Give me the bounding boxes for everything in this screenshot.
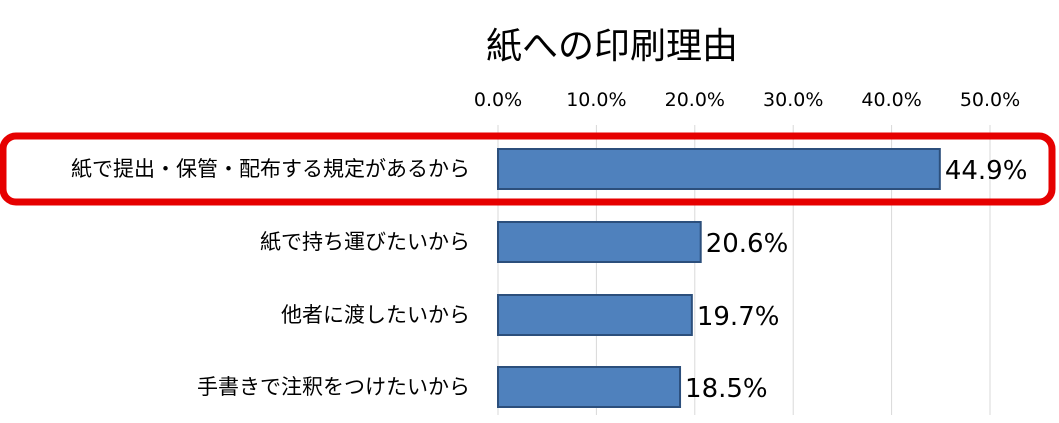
- category-label: 紙で持ち運びたいから: [260, 230, 470, 254]
- x-axis-ticks: 0.0% 10.0% 20.0% 30.0% 40.0% 50.0%: [474, 89, 1020, 111]
- bars: [497, 148, 941, 408]
- value-label: 44.9%: [945, 156, 1028, 186]
- bar: [497, 148, 941, 190]
- highlight-group: [0, 132, 1056, 206]
- x-tick-label: 20.0%: [665, 89, 725, 111]
- value-label: 19.7%: [697, 302, 780, 332]
- category-labels: 紙で提出・保管・配布する規定があるから紙で持ち運びたいから他者に渡したいから手書…: [71, 157, 470, 399]
- bar: [497, 294, 693, 336]
- chart-title: 紙への印刷理由: [486, 26, 738, 67]
- x-tick-label: 40.0%: [861, 89, 921, 111]
- bar: [497, 366, 682, 408]
- value-label: 18.5%: [685, 374, 768, 404]
- value-labels: 44.9% 20.6% 19.7% 18.5%: [685, 156, 1027, 404]
- highlight-box: [0, 132, 1056, 206]
- x-tick-label: 0.0%: [474, 89, 522, 111]
- x-tick-label: 30.0%: [763, 89, 823, 111]
- bar: [497, 221, 702, 263]
- x-tick-label: 10.0%: [566, 89, 626, 111]
- category-label: 他者に渡したいから: [281, 303, 470, 327]
- x-tick-label: 50.0%: [960, 89, 1020, 111]
- category-label: 手書きで注釈をつけたいから: [197, 375, 470, 399]
- category-label: 紙で提出・保管・配布する規定があるから: [71, 157, 470, 181]
- value-label: 20.6%: [706, 229, 789, 259]
